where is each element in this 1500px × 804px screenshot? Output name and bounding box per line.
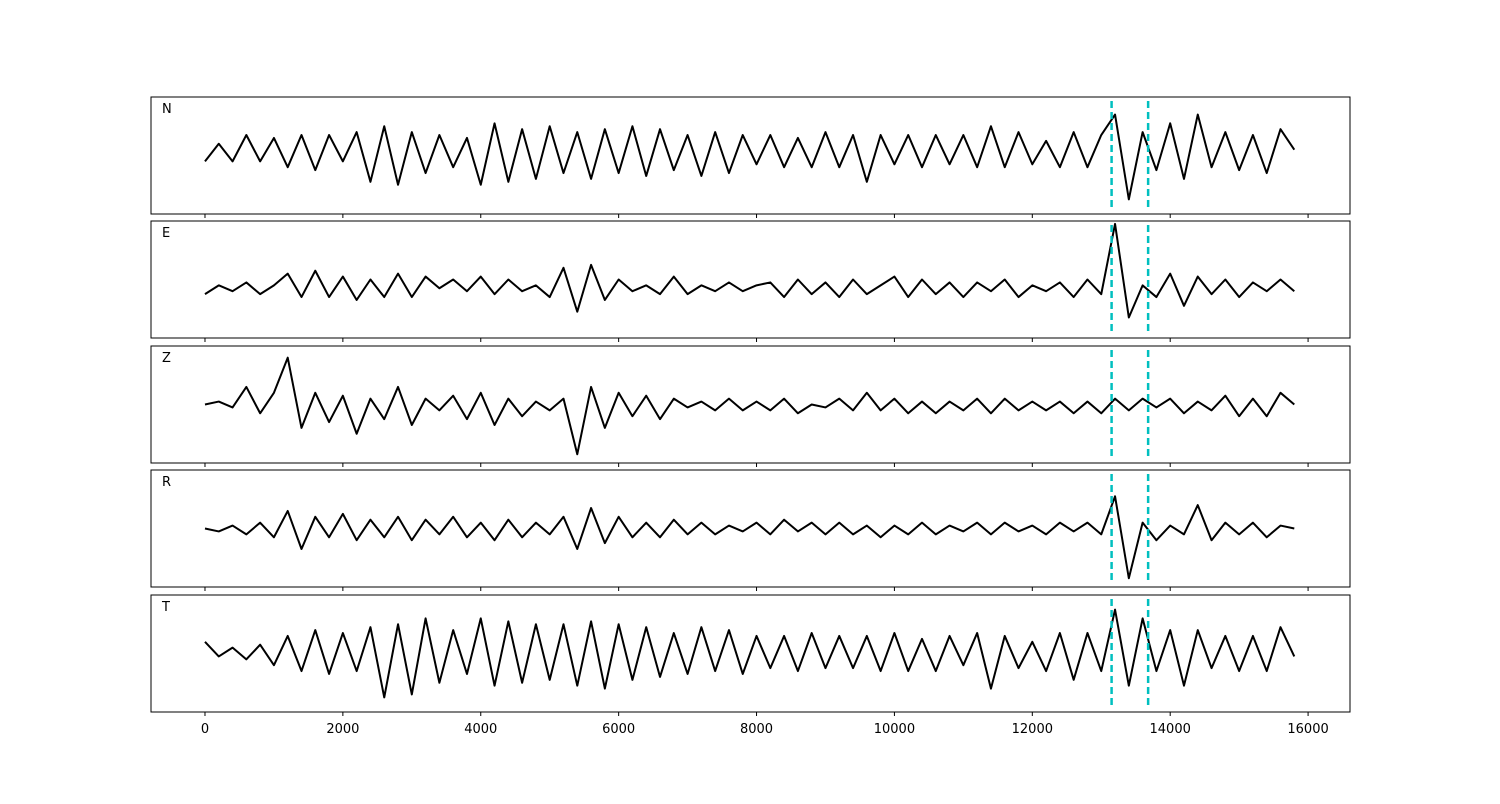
panel-label: Z <box>162 351 171 366</box>
x-tick-label: 14000 <box>1150 722 1191 737</box>
x-tick-label: 16000 <box>1287 722 1328 737</box>
trace <box>204 113 1296 201</box>
panel-frame <box>150 594 1351 713</box>
panel-label: N <box>162 102 172 117</box>
panel-frame <box>150 345 1351 464</box>
panel-label: E <box>162 226 170 241</box>
panel-frame <box>150 96 1351 215</box>
trace <box>204 222 1295 319</box>
x-tick-label: 4000 <box>464 722 497 737</box>
trace <box>204 356 1295 456</box>
x-tick-label: 0 <box>201 722 209 737</box>
panel-frame <box>150 220 1351 339</box>
panel-label: T <box>161 600 170 615</box>
x-tick-label: 2000 <box>326 722 359 737</box>
trace <box>204 608 1296 699</box>
trace <box>204 495 1295 580</box>
panel-label: R <box>162 475 171 490</box>
x-tick-label: 8000 <box>740 722 773 737</box>
x-tick-label: 12000 <box>1012 722 1053 737</box>
x-tick-label: 10000 <box>874 722 915 737</box>
x-tick-label: 6000 <box>602 722 635 737</box>
panel-frame <box>150 469 1351 588</box>
